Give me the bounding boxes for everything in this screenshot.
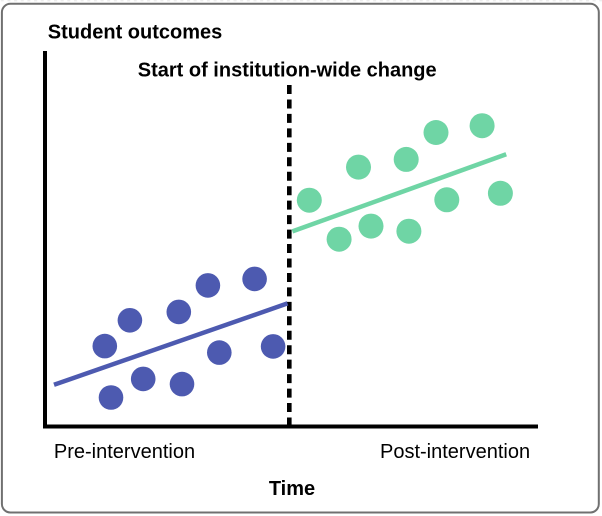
svg-text:Student outcomes: Student outcomes: [48, 22, 222, 44]
svg-text:Start of institution-wide chan: Start of institution-wide change: [138, 60, 437, 82]
svg-text:Time: Time: [269, 478, 315, 500]
svg-text:Post-intervention: Post-intervention: [380, 441, 530, 463]
svg-text:Pre-intervention: Pre-intervention: [54, 441, 195, 463]
